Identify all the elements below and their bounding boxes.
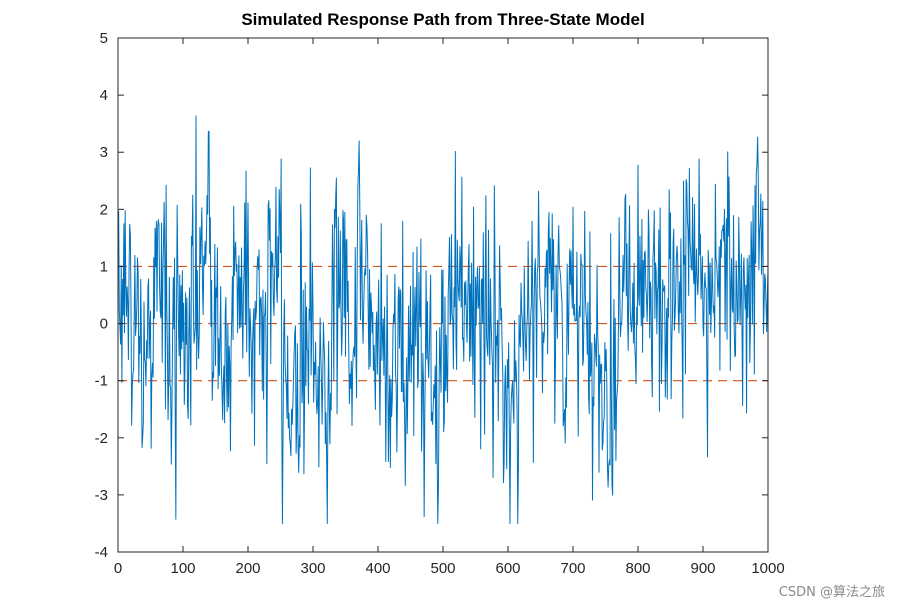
x-tick-label: 100 <box>170 560 195 577</box>
x-axis: 0 100 200 300 400 500 600 700 800 900 1000 <box>114 38 785 577</box>
y-tick-label: 3 <box>100 144 108 161</box>
y-tick-label: -3 <box>95 487 108 504</box>
y-tick-label: -4 <box>95 544 108 561</box>
x-tick-label: 800 <box>625 560 650 577</box>
series-layer <box>118 115 769 524</box>
x-tick-label: 400 <box>365 560 390 577</box>
x-tick-label: 200 <box>235 560 260 577</box>
y-tick-label: 2 <box>100 201 108 218</box>
chart-title: Simulated Response Path from Three-State… <box>241 10 644 29</box>
y-tick-label: 0 <box>100 316 108 333</box>
y-tick-label: -2 <box>95 430 108 447</box>
y-tick-label: 5 <box>100 30 108 47</box>
x-tick-label: 500 <box>430 560 455 577</box>
x-tick-label: 900 <box>690 560 715 577</box>
x-tick-label: 600 <box>495 560 520 577</box>
x-tick-label: 300 <box>300 560 325 577</box>
y-axis: -4 -3 -2 -1 0 1 2 3 4 5 <box>95 30 768 561</box>
x-tick-label: 1000 <box>751 560 784 577</box>
y-tick-label: -1 <box>95 373 108 390</box>
x-tick-label: 700 <box>560 560 585 577</box>
y-tick-label: 1 <box>100 258 108 275</box>
y-tick-label: 4 <box>100 87 108 104</box>
watermark: CSDN @算法之旅 <box>778 585 885 600</box>
series-line <box>118 115 769 524</box>
x-tick-label: 0 <box>114 560 122 577</box>
